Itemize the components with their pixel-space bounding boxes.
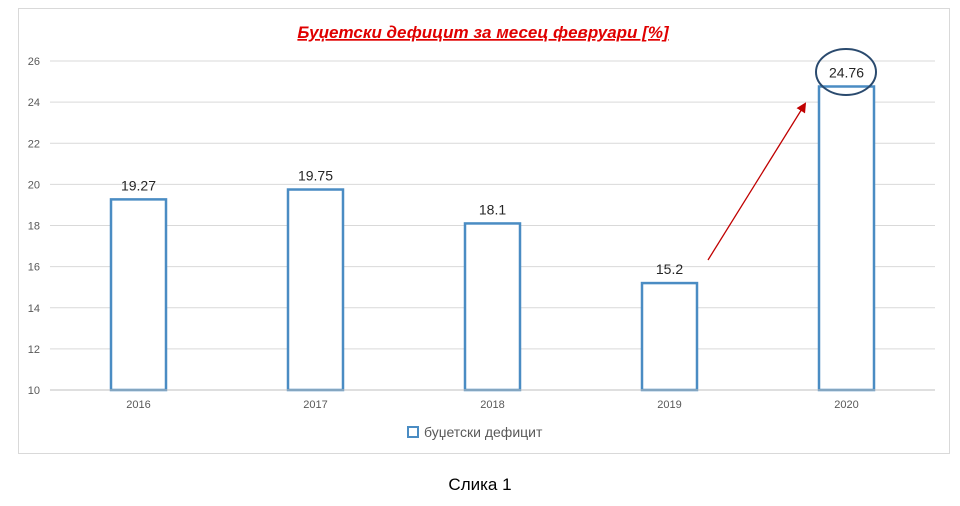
bar-2017 <box>286 188 345 392</box>
x-tick-label-2020: 2020 <box>834 399 858 411</box>
x-tick-label-2018: 2018 <box>480 399 504 411</box>
y-tick-label: 18 <box>28 221 40 233</box>
gridlines <box>50 60 935 350</box>
bar-chart: Буџетски дефицит за месец февруари [%] 1… <box>28 23 935 440</box>
y-tick-label: 10 <box>28 385 40 397</box>
data-label-2017: 19.75 <box>298 168 333 184</box>
highlight-circle <box>815 48 877 96</box>
x-tick-label-2016: 2016 <box>126 399 150 411</box>
y-tick-label: 24 <box>28 97 40 109</box>
y-tick-label: 22 <box>28 138 40 150</box>
bar-2019 <box>640 281 699 392</box>
y-tick-label: 16 <box>28 262 40 274</box>
y-tick-label: 12 <box>28 344 40 356</box>
figure-caption: Слика 1 <box>448 475 512 494</box>
bar-2016 <box>109 198 168 392</box>
legend-label: буџетски дефицит <box>424 424 543 440</box>
y-axis-ticks: 10 12 14 16 18 20 22 24 26 <box>28 56 40 397</box>
y-tick-label: 26 <box>28 56 40 68</box>
y-tick-label: 20 <box>28 179 40 191</box>
chart-title: Буџетски дефицит за месец февруари [%] <box>297 23 670 42</box>
data-label-2018: 18.1 <box>479 201 506 217</box>
legend: буџетски дефицит <box>407 424 543 440</box>
bar-2020 <box>817 85 876 392</box>
trend-arrow <box>707 102 807 261</box>
data-labels: 19.27 19.75 18.1 15.2 24.76 <box>121 64 864 277</box>
x-tick-label-2017: 2017 <box>303 399 327 411</box>
bar-2018 <box>463 222 522 392</box>
data-label-2019: 15.2 <box>656 261 683 277</box>
bars <box>109 85 876 392</box>
x-tick-label-2019: 2019 <box>657 399 681 411</box>
x-axis-ticks: 2016 2017 2018 2019 2020 <box>126 399 858 411</box>
y-tick-label: 14 <box>28 303 40 315</box>
legend-swatch <box>407 426 419 438</box>
data-label-2020: 24.76 <box>829 64 864 80</box>
data-label-2016: 19.27 <box>121 177 156 193</box>
